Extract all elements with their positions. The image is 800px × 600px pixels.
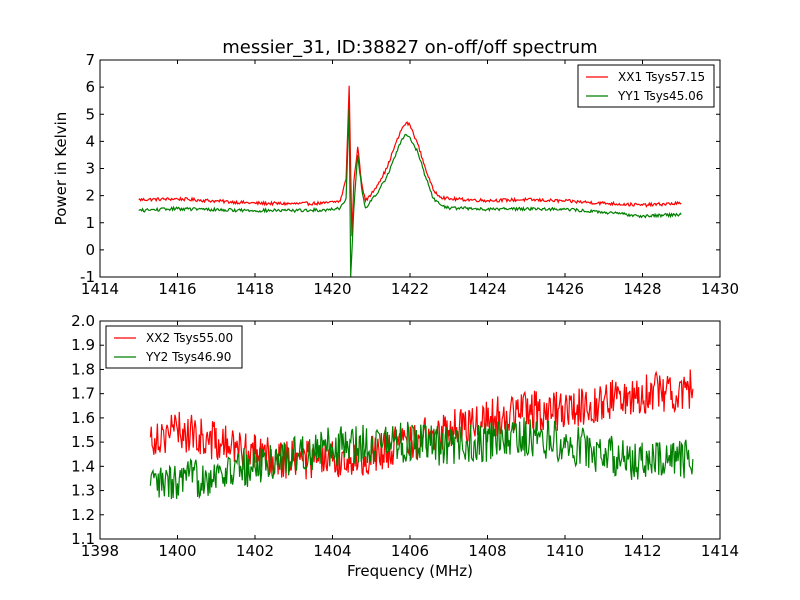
x-tick-label: 1410 (546, 542, 584, 560)
y-axis-label: Power in Kelvin (52, 112, 70, 226)
legend-label: XX1 Tsys57.15 (618, 70, 705, 84)
x-tick-label: 1424 (468, 280, 506, 298)
x-tick-label: 1414 (81, 280, 119, 298)
x-tick-label: 1416 (158, 280, 196, 298)
y-tick-label: 1.2 (71, 506, 95, 524)
y-tick-label: 1.3 (71, 482, 95, 500)
x-tick-label: 1428 (623, 280, 661, 298)
legend: XX1 Tsys57.15 YY1 Tsys45.06 (577, 64, 715, 108)
x-tick-label: 1420 (313, 280, 351, 298)
y-tick-label: 5 (85, 105, 95, 123)
x-tick-label: 1406 (391, 542, 429, 560)
y-tick-label: -1 (80, 268, 95, 286)
legend-box (577, 64, 715, 108)
y-tick-label: 1.9 (71, 336, 95, 354)
y-tick-label: 1.1 (71, 530, 95, 548)
y-tick-label: 2 (85, 187, 95, 205)
x-axis-label: Frequency (MHz) (347, 562, 473, 580)
chart-title: messier_31, ID:38827 on-off/off spectrum (222, 37, 597, 58)
y-tick-label: 1.5 (71, 433, 95, 451)
y-tick-label: 6 (85, 78, 95, 96)
y-tick-label: 4 (85, 132, 95, 150)
x-tick-label: 1430 (701, 280, 739, 298)
legend-label: YY2 Tsys46.90 (145, 350, 231, 364)
y-tick-label: 1.8 (71, 360, 95, 378)
series-line-1 (138, 85, 682, 237)
legend-label: YY1 Tsys45.06 (617, 89, 703, 103)
x-tick-label: 1398 (81, 542, 119, 560)
x-tick-label: 1422 (391, 280, 429, 298)
series-line-1 (149, 369, 694, 480)
legend: XX2 Tsys55.00 YY2 Tsys46.90 (105, 325, 243, 369)
y-tick-label: 1 (85, 214, 95, 232)
y-tick-label: 1.4 (71, 457, 95, 475)
top-panel: 1414 1416 1418 1420 1422 1424 1426 1428 1430-101… (52, 51, 739, 298)
y-tick-label: 7 (85, 51, 95, 69)
y-tick-label: 3 (85, 160, 95, 178)
legend-box (105, 325, 243, 369)
x-tick-label: 1418 (236, 280, 274, 298)
y-tick-label: 0 (85, 241, 95, 259)
y-tick-label: 1.7 (71, 385, 95, 403)
x-tick-label: 1426 (546, 280, 584, 298)
x-tick-label: 1412 (623, 542, 661, 560)
series-line-2 (149, 417, 694, 500)
x-tick-label: 1408 (468, 542, 506, 560)
x-tick-label: 1404 (313, 542, 351, 560)
y-tick-label: 2.0 (71, 312, 95, 330)
legend-label: XX2 Tsys55.00 (146, 331, 233, 345)
bottom-panel: 1398 1400 1402 1404 1406 1408 1410 1412 1414 1.1 1… (71, 312, 739, 580)
y-tick-label: 1.6 (71, 409, 95, 427)
series-line-2 (138, 108, 682, 277)
x-tick-label: 1402 (236, 542, 274, 560)
x-tick-label: 1414 (701, 542, 739, 560)
x-tick-label: 1400 (158, 542, 196, 560)
